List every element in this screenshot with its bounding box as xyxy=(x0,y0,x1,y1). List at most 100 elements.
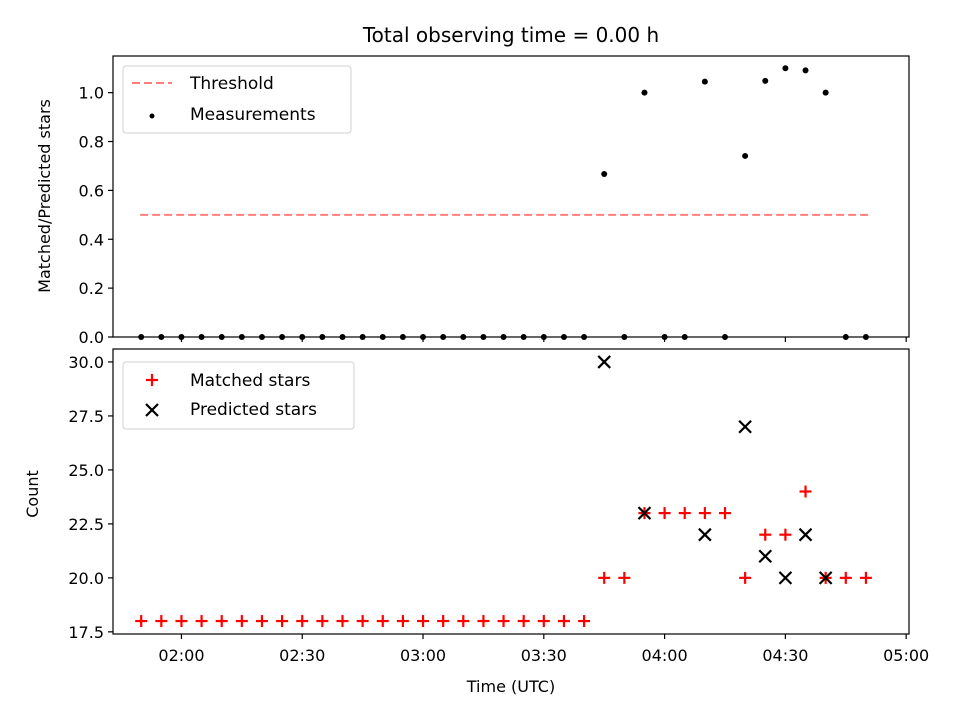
matched-star-point xyxy=(396,615,409,628)
matched-star-point xyxy=(477,615,490,628)
measurement-point xyxy=(581,334,588,340)
measurement-point xyxy=(721,334,728,340)
y-tick-label: 1.0 xyxy=(79,84,104,103)
predicted-star-point-b xyxy=(698,527,712,542)
matched-star-point xyxy=(175,615,188,628)
predicted-star-point xyxy=(637,506,652,520)
measurement-point xyxy=(802,67,809,74)
measurement-point xyxy=(822,89,829,96)
matched-star-point xyxy=(155,615,168,628)
legend-threshold-label: Threshold xyxy=(189,74,274,94)
measurement-point xyxy=(339,334,346,340)
measurement-point xyxy=(862,334,869,340)
y-tick-label: 0.6 xyxy=(79,181,104,200)
predicted-star-point xyxy=(818,571,833,585)
top-y-axis-label: Matched/Predicted stars xyxy=(35,99,54,293)
legend-measurements-label: Measurements xyxy=(190,105,316,125)
x-tick-label: 03:00 xyxy=(400,646,446,665)
legend-matched-label: Matched stars xyxy=(190,371,310,391)
y-tick-label: 30.0 xyxy=(68,353,104,372)
y-tick-label: 17.5 xyxy=(68,623,104,642)
predicted-star-point-b xyxy=(738,419,752,434)
y-tick-label: 0.2 xyxy=(79,279,104,298)
predicted-star-point-b xyxy=(597,355,611,369)
measurement-point xyxy=(621,334,628,340)
matched-star-point xyxy=(739,571,752,584)
predicted-star-point xyxy=(698,527,712,542)
x-tick-label: 03:30 xyxy=(521,646,567,665)
x-axis-label: Time (UTC) xyxy=(466,677,555,696)
top-panel: 0.0 0.2 0.4 0.6 0.8 1.0 Threshold Measurements xyxy=(79,55,910,347)
y-tick-label: 22.5 xyxy=(68,515,104,534)
y-tick-label: 0.8 xyxy=(79,133,104,152)
matched-star-point xyxy=(276,615,289,628)
matched-star-point xyxy=(537,615,550,628)
predicted-star-point-b xyxy=(818,571,833,585)
measurement-point xyxy=(460,334,467,340)
measurement-point xyxy=(178,334,185,340)
predicted-star-point xyxy=(758,549,773,564)
legend-measurements-swatch xyxy=(149,113,155,119)
matched-star-point xyxy=(799,485,812,498)
legend-box xyxy=(122,65,352,134)
matched-star-point xyxy=(839,571,852,584)
measurement-point xyxy=(238,334,245,340)
matched-star-point xyxy=(779,528,792,541)
matched-star-point xyxy=(578,615,591,628)
measurement-point xyxy=(399,334,406,340)
x-tick-label: 02:30 xyxy=(279,646,325,665)
legend-matched-swatch xyxy=(146,374,158,386)
legend-box xyxy=(122,361,355,430)
matched-star-point xyxy=(517,615,530,628)
measurement-point xyxy=(540,334,547,340)
measurement-point xyxy=(762,77,769,84)
legend-predicted-swatch xyxy=(145,403,159,417)
y-tick-label: 25.0 xyxy=(68,461,104,480)
x-tick-label: 05:00 xyxy=(883,646,929,665)
measurement-point xyxy=(319,334,326,340)
matched-star-point xyxy=(135,615,148,628)
measurement-point xyxy=(641,89,648,96)
measurement-point xyxy=(420,334,427,340)
matched-star-point xyxy=(316,615,329,628)
matched-star-point xyxy=(718,507,731,520)
matched-star-point xyxy=(376,615,389,628)
measurement-point xyxy=(681,334,688,340)
predicted-star-point xyxy=(597,355,611,369)
matched-star-point xyxy=(255,615,268,628)
predicted-star-point xyxy=(778,571,793,585)
measurement-point xyxy=(218,334,225,340)
measurement-point xyxy=(842,334,849,340)
y-tick-label: 0.4 xyxy=(79,230,104,249)
measurement-point xyxy=(299,334,306,340)
chart-title: Total observing time = 0.00 h xyxy=(362,23,659,47)
matched-star-point xyxy=(296,615,309,628)
x-tick-label: 04:30 xyxy=(762,646,808,665)
predicted-star-point-b xyxy=(637,506,652,520)
matched-star-point xyxy=(497,615,510,628)
measurement-point xyxy=(500,334,507,340)
predicted-star-point-b xyxy=(758,549,773,564)
legend-predicted-label: Predicted stars xyxy=(190,400,317,420)
matched-star-point xyxy=(658,507,671,520)
matched-star-point xyxy=(678,507,691,520)
measurement-point xyxy=(782,65,789,72)
measurement-point xyxy=(480,334,487,340)
matched-star-point xyxy=(437,615,450,628)
matched-star-point xyxy=(698,507,711,520)
y-tick-label: 27.5 xyxy=(68,407,104,426)
measurement-point xyxy=(701,78,708,85)
measurement-point xyxy=(279,334,286,340)
measurement-point xyxy=(198,334,205,340)
predicted-star-point xyxy=(738,419,752,434)
matched-star-point xyxy=(336,615,349,628)
x-tick-label: 04:00 xyxy=(642,646,688,665)
matched-star-point xyxy=(356,615,369,628)
measurement-point xyxy=(379,334,386,340)
measurement-point xyxy=(258,334,265,340)
bottom-panel: 17.5 20.0 22.5 25.0 27.5 30.0 02:00 02:30 03:00 0… xyxy=(68,348,929,665)
predicted-star-point xyxy=(798,527,813,542)
matched-star-point xyxy=(618,571,631,584)
x-tick-label: 02:00 xyxy=(158,646,204,665)
